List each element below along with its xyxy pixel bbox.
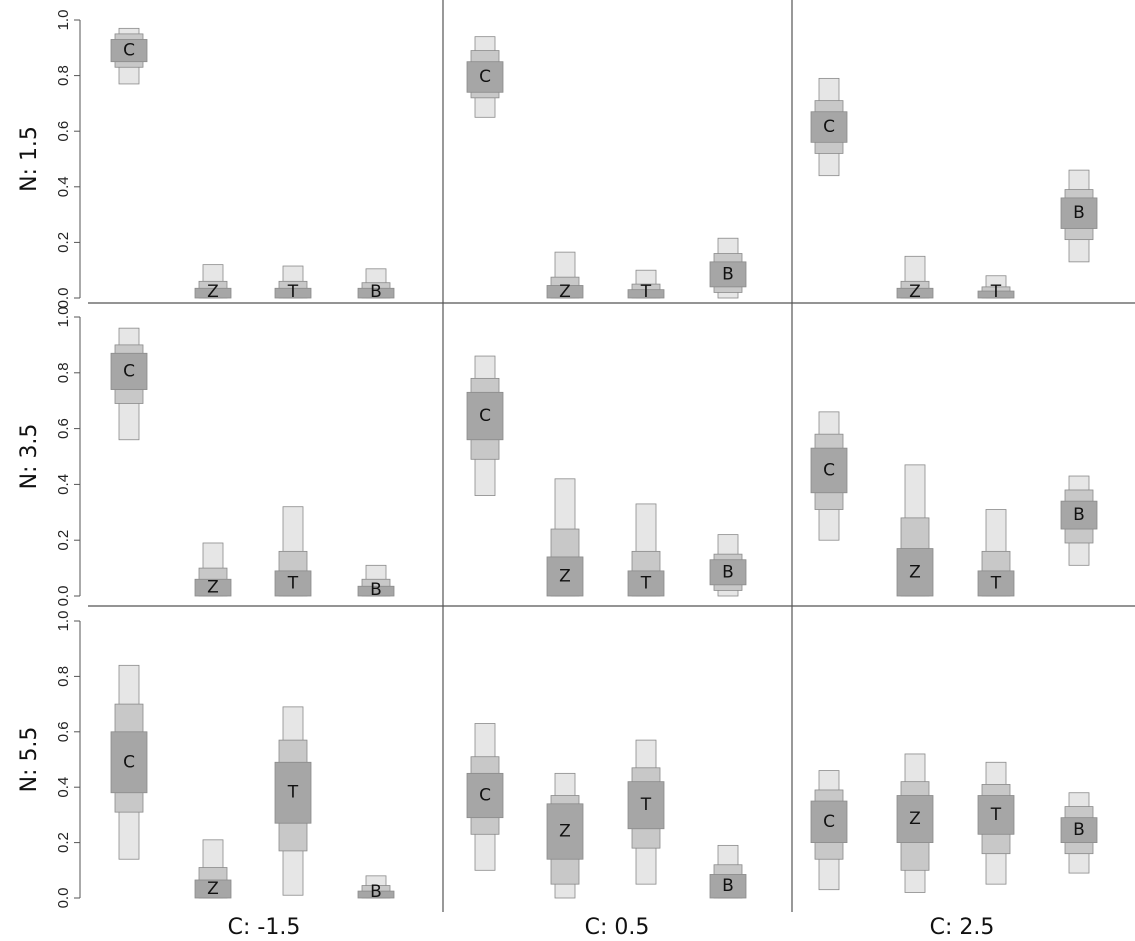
box-inner-band [1060, 197, 1098, 229]
box-label: C [479, 67, 491, 87]
box-inner-band [896, 287, 934, 299]
column-label: C: -1.5 [228, 915, 301, 940]
column-label: C: 2.5 [930, 915, 995, 940]
box-label: T [990, 573, 1002, 593]
y-tick-label: 0.4 [55, 474, 72, 495]
box-inner-band [466, 772, 504, 819]
box-inner-band [977, 290, 1015, 299]
box-inner-band [274, 570, 312, 597]
box-label: T [287, 783, 299, 803]
box-label: T [287, 573, 299, 593]
y-tick-label: 1.0 [55, 307, 72, 328]
y-tick-label: 0.4 [55, 176, 72, 197]
y-tick-label: 0.0 [55, 288, 72, 309]
box-label: B [1073, 203, 1085, 223]
box-inner-band [627, 289, 665, 299]
box-inner-band [709, 559, 747, 586]
row-label: N: 1.5 [17, 126, 42, 192]
box-inner-band [357, 585, 395, 597]
box-inner-band [810, 800, 848, 843]
box-label: T [990, 282, 1002, 302]
y-tick-label: 0.6 [55, 721, 72, 742]
box-inner-band [896, 795, 934, 844]
box-inner-band [977, 795, 1015, 835]
y-tick-label: 1.0 [55, 611, 72, 632]
box-label: T [640, 282, 652, 302]
y-tick-label: 0.4 [55, 777, 72, 798]
y-tick-label: 0.8 [55, 362, 72, 383]
y-tick-label: 0.8 [55, 666, 72, 687]
y-tick-label: 0.2 [55, 832, 72, 853]
box-label: B [722, 876, 734, 896]
box-label: Z [909, 282, 921, 302]
box-inner-band [627, 781, 665, 830]
box-label: Z [559, 822, 571, 842]
box-inner-band [1060, 500, 1098, 530]
y-tick-label: 0.6 [55, 121, 72, 142]
box-inner-band [546, 803, 584, 860]
column-label: C: 0.5 [585, 915, 650, 940]
box-label: C [123, 752, 135, 772]
box-label: T [640, 795, 652, 815]
box-label: C [479, 406, 491, 426]
y-tick-label: 1.0 [55, 10, 72, 31]
box-inner-band [194, 578, 232, 597]
y-tick-label: 0.8 [55, 65, 72, 86]
box-label: T [990, 805, 1002, 825]
box-inner-band [810, 447, 848, 494]
box-label: Z [207, 282, 219, 302]
box-inner-band [627, 570, 665, 597]
box-label: C [123, 361, 135, 381]
y-tick-label: 0.2 [55, 530, 72, 551]
box-inner-band [709, 874, 747, 899]
y-tick-label: 0.6 [55, 418, 72, 439]
box-inner-band [194, 879, 232, 899]
box-inner-band [357, 287, 395, 299]
box-label: C [479, 786, 491, 806]
box-inner-band [110, 731, 148, 794]
row-label: N: 5.5 [17, 727, 42, 793]
box-inner-band [1060, 817, 1098, 843]
y-tick-label: 0.0 [55, 586, 72, 607]
box-inner-band [274, 287, 312, 299]
box-label: Z [559, 282, 571, 302]
box-inner-band [896, 548, 934, 597]
box-inner-band [110, 352, 148, 390]
box-label: T [287, 282, 299, 302]
box-label: B [370, 580, 382, 600]
box-inner-band [194, 287, 232, 299]
y-tick-label: 0.0 [55, 888, 72, 909]
box-label: Z [909, 562, 921, 582]
row-label: N: 3.5 [17, 424, 42, 490]
box-inner-band [466, 391, 504, 441]
box-label: C [823, 460, 835, 480]
box-inner-band [546, 285, 584, 299]
box-label: C [823, 812, 835, 832]
box-label: B [1073, 820, 1085, 840]
box-label: Z [207, 879, 219, 899]
box-label: Z [207, 578, 219, 598]
box-label: B [722, 264, 734, 284]
box-inner-band [709, 261, 747, 288]
box-label: B [370, 882, 382, 902]
box-label: Z [909, 809, 921, 829]
box-inner-band [110, 39, 148, 63]
box-label: B [370, 282, 382, 302]
box-inner-band [466, 61, 504, 93]
box-label: B [1073, 505, 1085, 525]
box-inner-band [357, 890, 395, 899]
y-tick-label: 0.2 [55, 232, 72, 253]
box-label: C [123, 41, 135, 61]
box-inner-band [977, 570, 1015, 597]
box-label: C [823, 117, 835, 137]
box-label: Z [559, 566, 571, 586]
box-label: T [640, 573, 652, 593]
box-label: B [722, 562, 734, 582]
box-inner-band [274, 761, 312, 824]
box-inner-band [546, 556, 584, 597]
box-inner-band [810, 111, 848, 143]
